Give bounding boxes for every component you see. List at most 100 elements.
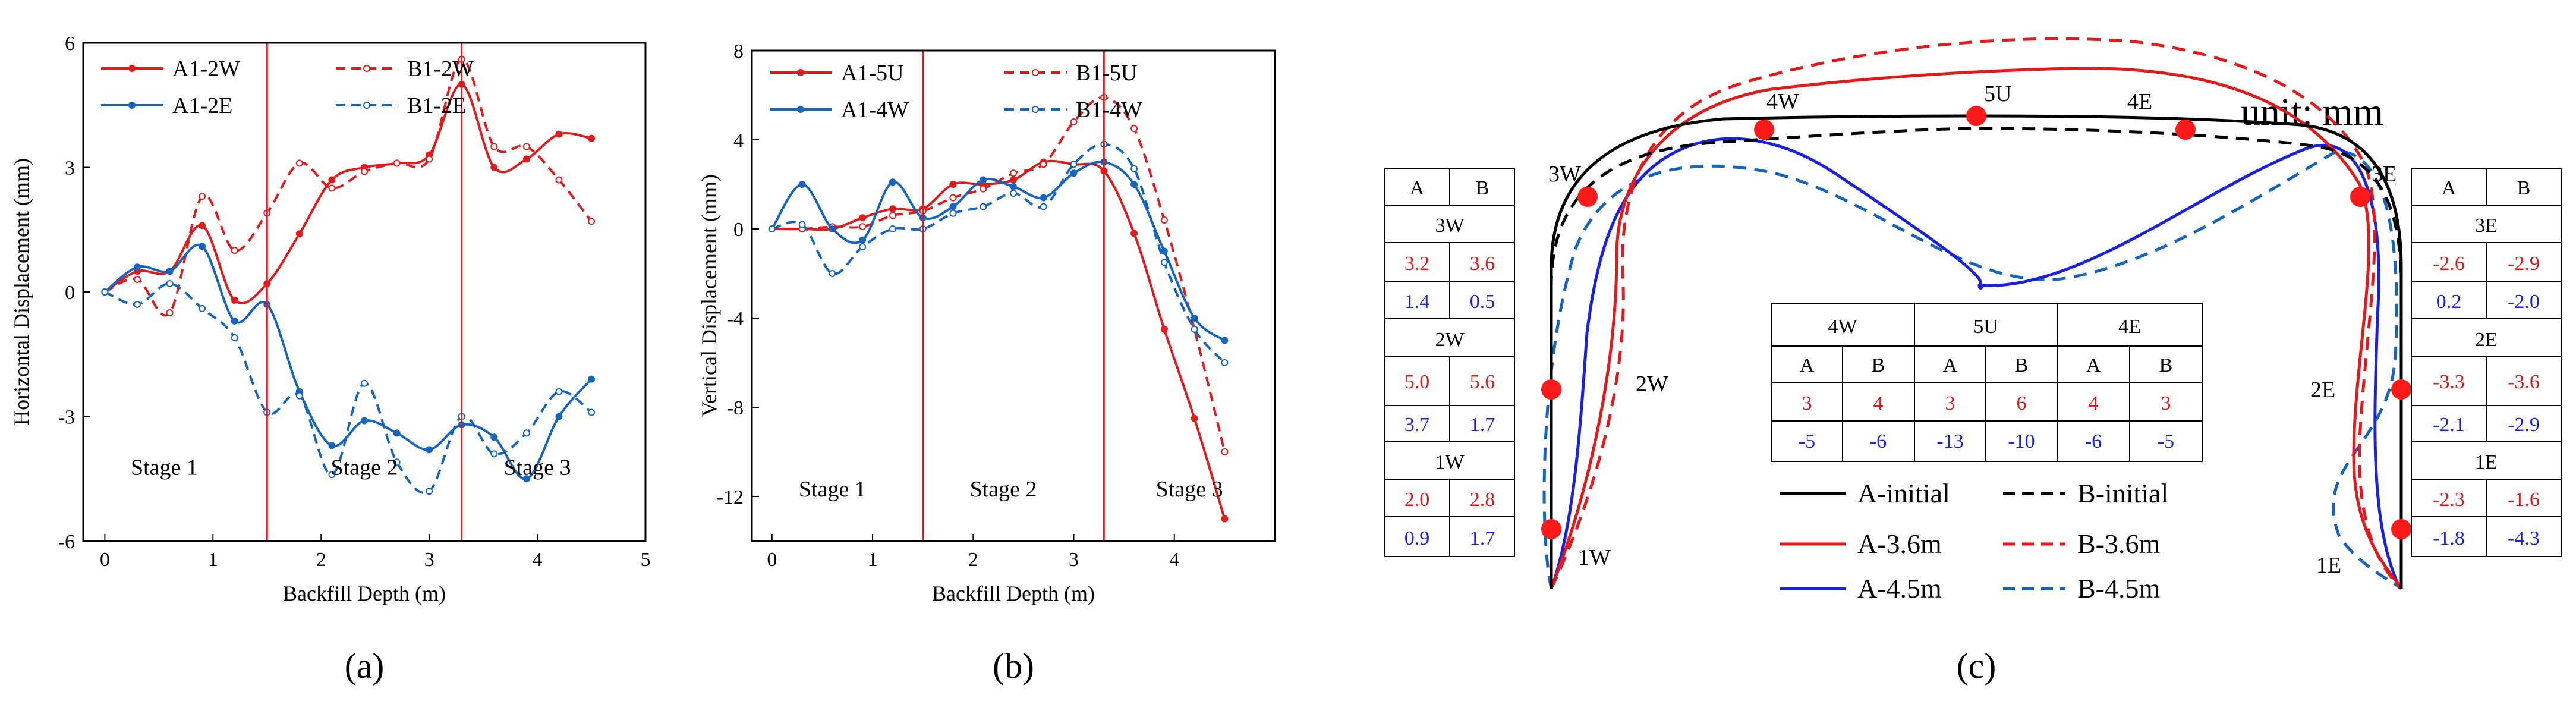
x-tick-label: 0 [100, 549, 110, 571]
data-point-a1-4w [1130, 181, 1138, 188]
stage-label-1: Stage 1 [131, 455, 198, 480]
x-tick-label: 4 [1169, 549, 1179, 571]
data-point-b1-2e [133, 300, 141, 308]
chart-a-ticks: 0 1 2 3 4 5 -6 -3 0 3 6 [58, 33, 651, 571]
top-sub-2: A [1943, 354, 1958, 376]
data-point-b1-4w [1191, 325, 1198, 333]
curve-a-3-6m [1550, 67, 2403, 590]
data-point-a1-2e [555, 413, 563, 420]
data-point-a1-4w [1191, 315, 1198, 322]
series-line-a1-2w [104, 83, 592, 305]
stage-label-1: Stage 1 [799, 477, 866, 502]
point-4e [2175, 120, 2196, 140]
chart-a-stage-lines [266, 43, 463, 541]
y-tick-label: -3 [58, 407, 75, 429]
data-point-b1-5u [1040, 161, 1047, 168]
west-header-a: A [1410, 177, 1425, 199]
data-point-b1-2w [361, 168, 368, 175]
data-point-a1-4w [1070, 169, 1078, 177]
top-blue-2: -13 [1936, 430, 1963, 452]
legend-label-b1-4w: B1-4W [1076, 98, 1142, 122]
data-point-a1-2e [361, 417, 368, 425]
point-1w [1541, 519, 1561, 539]
data-point-b1-5u [1130, 125, 1138, 133]
data-point-a1-2e [133, 263, 141, 271]
x-tick-label: 3 [1069, 549, 1079, 571]
east-header-a: A [2442, 177, 2457, 199]
x-tick-label: 0 [767, 549, 777, 571]
east-group-2e: 2E [2475, 329, 2498, 351]
legend-label-a1-2e: A1-2E [172, 93, 232, 118]
point-3e [2350, 187, 2370, 207]
data-point-b1-2w [328, 184, 336, 192]
data-point-b1-5u [1160, 216, 1168, 224]
top-sub-4: A [2086, 354, 2101, 376]
legend-marker-a1-5u [797, 69, 804, 76]
west-2w-red-a: 5.0 [1404, 371, 1430, 393]
west-1w-blue-a: 0.9 [1404, 527, 1430, 549]
data-point-b1-4w [1040, 203, 1047, 210]
data-point-a1-5u [1010, 176, 1017, 184]
chart-b-ylabel: Vertical Displacement (mm) [697, 174, 721, 417]
data-point-a1-2e [231, 317, 238, 325]
data-point-b1-2e [555, 388, 563, 395]
data-point-b1-2w [295, 159, 303, 167]
data-point-a1-2w [490, 164, 498, 171]
top-group-5u: 5U [1973, 316, 1998, 338]
point-labels: 1W 2W 3W 4W 5U 4E 3E 2E 1E [1548, 81, 2397, 578]
chart-b-frame [751, 49, 1276, 542]
west-table: A B 3W 3.2 3.6 1.4 0.5 2W 5.0 5.6 3.7 1.… [1384, 168, 1515, 557]
top-blue-0: -5 [1799, 430, 1815, 452]
data-point-a1-2e [426, 446, 433, 454]
legend-marker-a1-2w [128, 65, 136, 72]
top-group-4w: 4W [1828, 316, 1857, 338]
data-point-b1-5u [859, 223, 867, 231]
point-4w [1754, 120, 1774, 140]
panel-c-diagram: unit: mm 1W 2W 3W 4W 5 [1384, 37, 2562, 686]
data-point-b1-4w [829, 270, 836, 277]
east-3e-red-a: -2.6 [2433, 253, 2465, 275]
chart-b: 0 1 2 3 4 -12 -8 -4 0 4 8 Stage 1 Stage 2 Stage 3 A1… [697, 40, 1276, 686]
data-point-a1-4w [889, 178, 896, 186]
chart-b-ticks: 0 1 2 3 4 -12 -8 -4 0 4 8 [717, 40, 1180, 571]
data-point-b1-5u [1070, 118, 1078, 125]
east-1e-red-b: -1.6 [2508, 489, 2540, 511]
legend-marker-b1-4w [1032, 106, 1039, 113]
panel-label-a: (a) [345, 646, 385, 686]
data-point-a1-2e [328, 442, 336, 449]
east-2e-blue-b: -2.9 [2508, 414, 2540, 436]
data-point-b1-4w [1221, 359, 1229, 366]
data-point-a1-5u [1160, 325, 1168, 333]
legend-b-4-5m: B-4.5m [2077, 573, 2161, 603]
data-point-b1-2e [522, 429, 530, 437]
data-point-a1-2w [588, 134, 596, 142]
data-point-b1-2e [361, 379, 368, 387]
east-3e-blue-a: 0.2 [2436, 291, 2462, 313]
data-point-b1-4w [798, 221, 806, 228]
chart-b-stage-labels: Stage 1 Stage 2 Stage 3 [799, 477, 1223, 502]
x-tick-label: 2 [316, 549, 326, 571]
data-point-a1-2w [199, 222, 206, 230]
data-point-b1-2e [295, 392, 303, 400]
data-point-b1-2w [490, 143, 498, 150]
legend-a-4-5m: A-4.5m [1857, 573, 1942, 603]
x-tick-label: 1 [208, 549, 218, 571]
data-point-a1-2e [588, 375, 596, 383]
x-tick-label: 3 [424, 549, 434, 571]
stage-label-3: Stage 3 [504, 455, 571, 480]
y-tick-label: -8 [727, 397, 744, 419]
data-point-a1-4w [1221, 337, 1229, 344]
chart-b-series [768, 93, 1229, 523]
point-label-2e: 2E [2310, 378, 2335, 403]
legend-marker-a1-4w [797, 106, 804, 113]
data-point-b1-2w [426, 155, 433, 163]
top-red-1: 4 [1873, 392, 1884, 414]
east-group-1e: 1E [2475, 451, 2498, 473]
stage-label-2: Stage 2 [331, 455, 398, 480]
top-blue-1: -6 [1870, 430, 1887, 452]
data-point-b1-2e [426, 488, 433, 495]
chart-b-legend: A1-5U B1-5U A1-4W B1-4W [770, 61, 1142, 122]
deformed-shapes [1542, 37, 2403, 590]
east-1e-blue-a: -1.8 [2433, 527, 2465, 549]
